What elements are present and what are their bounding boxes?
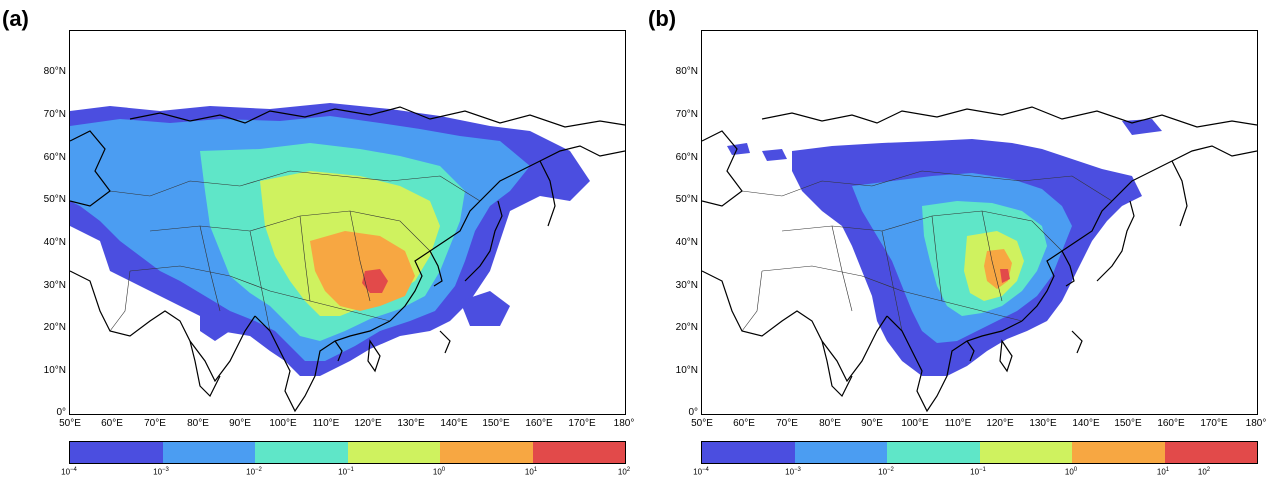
lat-label: 40°N [43,237,66,248]
panel-a: (a) 80°N 70°N 60°N 50°N 40°N 30°N 20°N 1… [0,0,634,496]
panel-b: (b) 80°N 70°N 60°N 50°N 40°N 30°N 20°N 1 [632,0,1266,496]
colorbar-tick: 10−2 [246,467,262,477]
colorbar-segment [1072,442,1165,463]
band-patch [200,311,230,341]
colorbar-segment [887,442,980,463]
colorbar-tick: 100 [1064,467,1078,477]
lon-label: 170°E [568,418,596,429]
lat-label: 0° [56,407,66,418]
lat-label: 0° [688,407,698,418]
lon-label: 90°E [229,418,251,429]
colorbar-tick: 102 [617,467,631,477]
lat-label: 40°N [675,237,698,248]
lon-label: 150°E [482,418,510,429]
lat-label: 30°N [675,280,698,291]
lat-label: 30°N [43,280,66,291]
map-a [69,30,626,415]
lon-label: 80°E [187,418,209,429]
colorbar-tick: 10−4 [61,467,77,477]
lon-label: 60°E [733,418,755,429]
lon-label: 50°E [691,418,713,429]
colorbar-segment [347,442,440,463]
lat-label: 60°N [675,152,698,163]
band-patch [727,143,750,155]
lon-label: 100°E [269,418,297,429]
colorbar-segment [532,442,625,463]
colorbar-tick: 100 [432,467,446,477]
lat-label: 20°N [43,322,66,333]
lat-label: 10°N [43,365,66,376]
lon-label: 110°E [312,418,340,429]
colorbar-a [69,441,626,464]
lon-label: 50°E [59,418,81,429]
lon-label: 100°E [901,418,929,429]
colorbar-b [701,441,1258,464]
band-1e1 [1000,269,1010,283]
lat-label: 50°N [675,194,698,205]
band-1e1 [362,269,388,293]
colorbar-tick: 101 [1156,467,1170,477]
lon-label: 150°E [1114,418,1142,429]
lon-label: 160°E [1157,418,1185,429]
lon-label: 90°E [861,418,883,429]
lat-label: 50°N [43,194,66,205]
colorbar-tick: 10−2 [878,467,894,477]
lat-label: 80°N [43,66,66,77]
concentration-field-a [70,103,590,376]
lat-label: 60°N [43,152,66,163]
lat-label: 70°N [43,109,66,120]
colorbar-tick: 10−3 [785,467,801,477]
lon-label: 180° [613,418,635,429]
map-b [701,30,1258,415]
lon-label: 130°E [397,418,425,429]
band-patch [762,149,787,161]
colorbar-segment [1164,442,1257,463]
lon-label: 140°E [440,418,468,429]
lat-label: 10°N [675,365,698,376]
colorbar-segment [979,442,1072,463]
lon-label: 140°E [1072,418,1100,429]
colorbar-tick: 10−3 [153,467,169,477]
lon-label: 160°E [525,418,553,429]
lat-label: 80°N [675,66,698,77]
colorbar-segment [255,442,348,463]
lon-label: 70°E [144,418,166,429]
lon-label: 60°E [101,418,123,429]
colorbar-segment [162,442,255,463]
colorbar-segment [70,442,163,463]
colorbar-segment [794,442,887,463]
colorbar-tick: 101 [524,467,538,477]
colorbar-tick: 10−4 [693,467,709,477]
colorbar-segment [702,442,795,463]
colorbar-segment [440,442,533,463]
panel-label: (b) [648,6,677,31]
colorbar-tick: 10−1 [970,467,986,477]
concentration-field-b [727,119,1162,376]
lon-label: 70°E [776,418,798,429]
lat-label: 20°N [675,322,698,333]
colorbar-tick: 102 [1197,467,1211,477]
lon-label: 170°E [1200,418,1228,429]
lon-label: 130°E [1029,418,1057,429]
lon-label: 120°E [354,418,382,429]
lon-label: 120°E [986,418,1014,429]
lon-label: 80°E [819,418,841,429]
lon-label: 180° [1245,418,1267,429]
lat-label: 70°N [675,109,698,120]
lon-label: 110°E [944,418,972,429]
colorbar-tick: 10−1 [338,467,354,477]
band-patch [460,291,510,326]
panel-label: (a) [2,6,29,31]
